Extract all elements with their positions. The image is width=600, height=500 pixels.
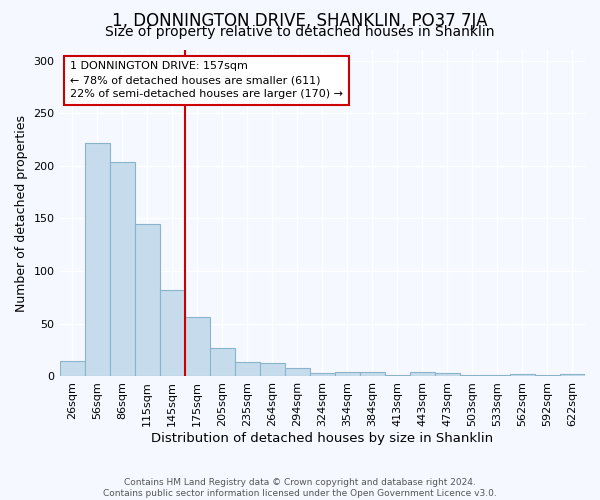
Bar bbox=[235, 362, 260, 376]
Bar bbox=[260, 363, 285, 376]
Text: Size of property relative to detached houses in Shanklin: Size of property relative to detached ho… bbox=[105, 25, 495, 39]
Bar bbox=[185, 318, 209, 376]
Bar bbox=[335, 372, 360, 376]
Text: Contains HM Land Registry data © Crown copyright and database right 2024.
Contai: Contains HM Land Registry data © Crown c… bbox=[103, 478, 497, 498]
Bar bbox=[209, 348, 235, 376]
Text: 1, DONNINGTON DRIVE, SHANKLIN, PO37 7JA: 1, DONNINGTON DRIVE, SHANKLIN, PO37 7JA bbox=[112, 12, 488, 30]
Bar bbox=[160, 290, 185, 376]
Bar bbox=[285, 368, 310, 376]
Bar bbox=[85, 142, 110, 376]
Bar bbox=[435, 374, 460, 376]
Bar bbox=[310, 374, 335, 376]
Text: 1 DONNINGTON DRIVE: 157sqm
← 78% of detached houses are smaller (611)
22% of sem: 1 DONNINGTON DRIVE: 157sqm ← 78% of deta… bbox=[70, 62, 343, 100]
Bar bbox=[560, 374, 585, 376]
Bar bbox=[510, 374, 535, 376]
X-axis label: Distribution of detached houses by size in Shanklin: Distribution of detached houses by size … bbox=[151, 432, 493, 445]
Bar bbox=[59, 360, 85, 376]
Bar bbox=[410, 372, 435, 376]
Bar bbox=[110, 162, 134, 376]
Y-axis label: Number of detached properties: Number of detached properties bbox=[15, 114, 28, 312]
Bar bbox=[134, 224, 160, 376]
Bar bbox=[360, 372, 385, 376]
